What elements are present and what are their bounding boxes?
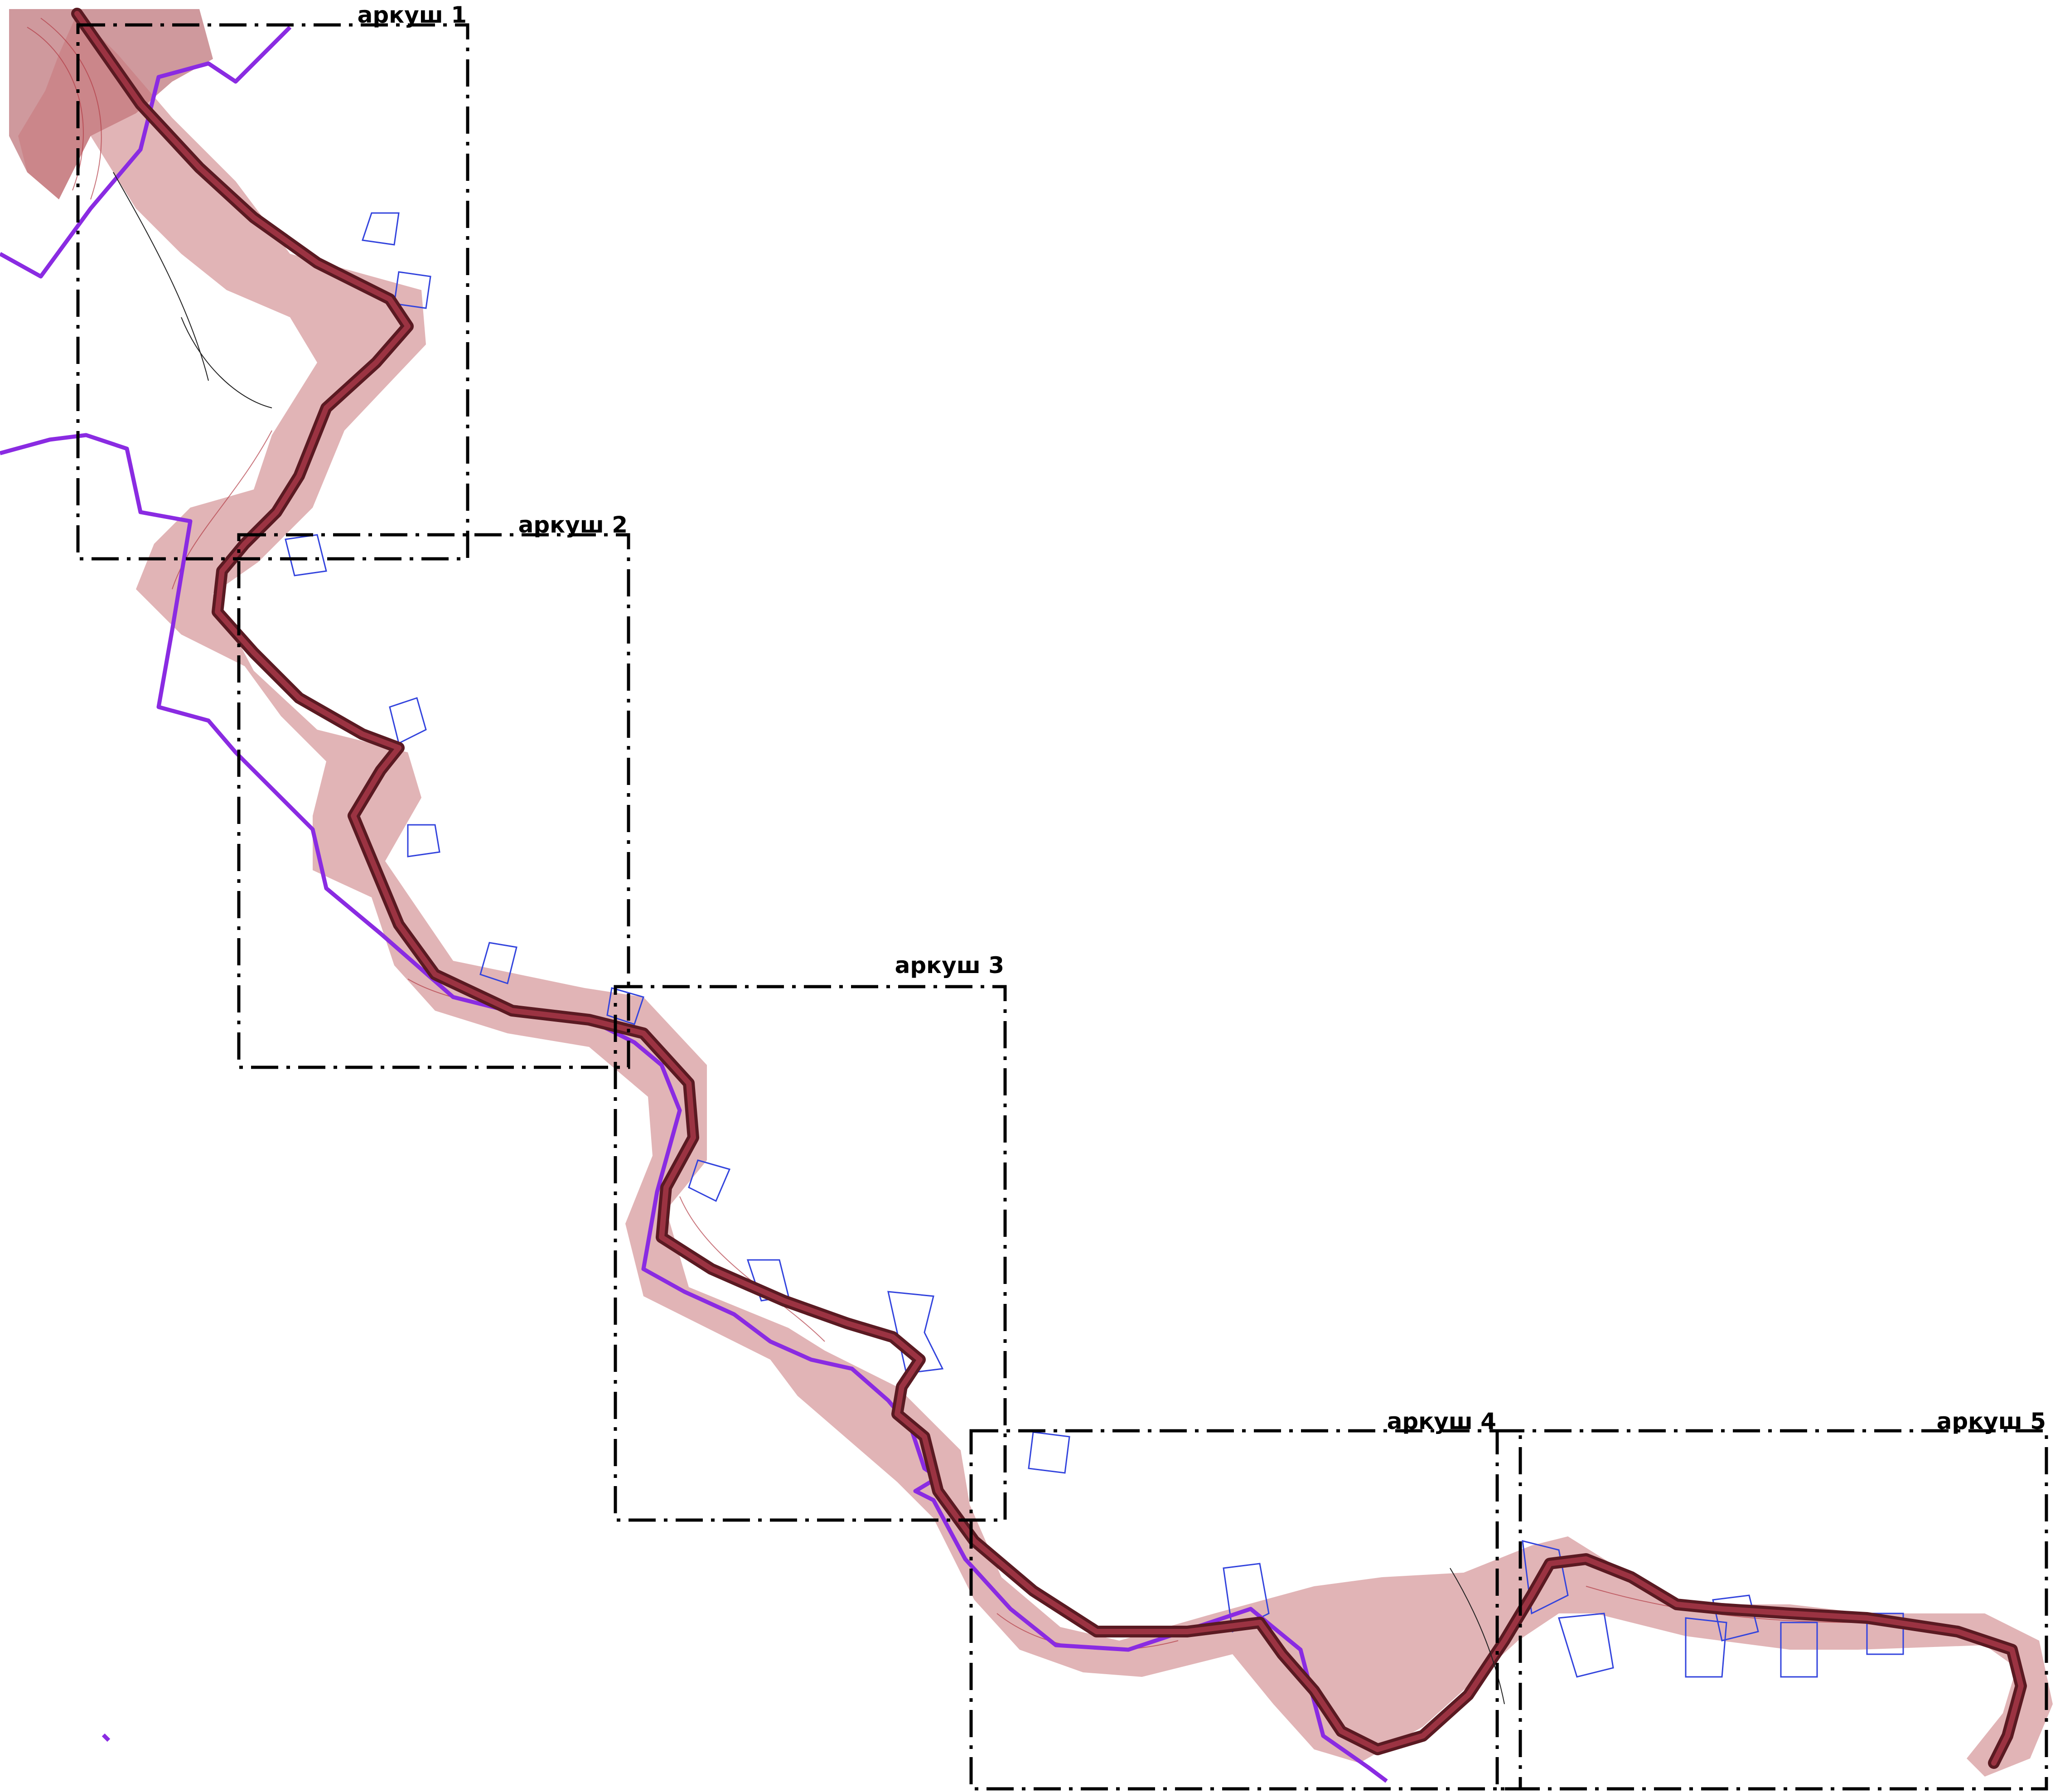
boundary-line-main bbox=[0, 433, 1388, 1783]
parcel-outline bbox=[1685, 1617, 1727, 1678]
sheet-label-5: аркуш 5 bbox=[1937, 1408, 2046, 1434]
site-details bbox=[113, 172, 1505, 1705]
administrative-boundary bbox=[0, 25, 1388, 1783]
boundary-mark bbox=[102, 1733, 111, 1742]
parcel-outline bbox=[606, 987, 644, 1025]
parcel-outline bbox=[1558, 1613, 1614, 1678]
parcel-outline bbox=[285, 534, 327, 576]
sheet-label-1: аркуш 1 bbox=[358, 2, 467, 28]
parcel-outline bbox=[362, 212, 400, 246]
sheet-label-4: аркуш 4 bbox=[1387, 1408, 1496, 1434]
parcel-outline bbox=[887, 1291, 944, 1374]
parcel-outline bbox=[407, 824, 440, 857]
parcel-outline bbox=[688, 1159, 731, 1202]
sheet-frame-3 bbox=[614, 985, 1007, 1522]
parcel-outline bbox=[1028, 1431, 1070, 1474]
sheet-frame-2 bbox=[237, 533, 630, 1069]
sheet-frame-5 bbox=[1495, 1429, 2048, 1791]
parcel-outline bbox=[1223, 1563, 1270, 1633]
sheet-frames: аркуш 1 аркуш 2 аркуш 3 аркуш 4 аркуш 5 bbox=[76, 2, 2048, 1791]
parcel-outline bbox=[1780, 1622, 1818, 1678]
terrain-corridor bbox=[18, 14, 2053, 1777]
parcel-outline bbox=[479, 942, 517, 984]
sheet-frame-1 bbox=[76, 23, 469, 561]
parcel-outline bbox=[393, 271, 431, 309]
track-line bbox=[1450, 1568, 1505, 1705]
sheet-label-3: аркуш 3 bbox=[895, 952, 1004, 978]
parcel-outline bbox=[1866, 1613, 1904, 1655]
road-alignment bbox=[71, 8, 2027, 1769]
parcel-outline bbox=[1712, 1594, 1759, 1642]
track-line bbox=[113, 172, 209, 381]
contour-line bbox=[679, 1196, 825, 1342]
parcel-outline bbox=[389, 697, 427, 745]
terrain-band bbox=[9, 9, 2053, 1777]
contour-line bbox=[40, 18, 102, 200]
land-parcels bbox=[285, 212, 1904, 1678]
sheet-label-2: аркуш 2 bbox=[518, 512, 628, 538]
track-line bbox=[181, 317, 272, 408]
sheet-frame-4 bbox=[969, 1429, 1522, 1791]
road-centerline bbox=[74, 11, 2024, 1766]
